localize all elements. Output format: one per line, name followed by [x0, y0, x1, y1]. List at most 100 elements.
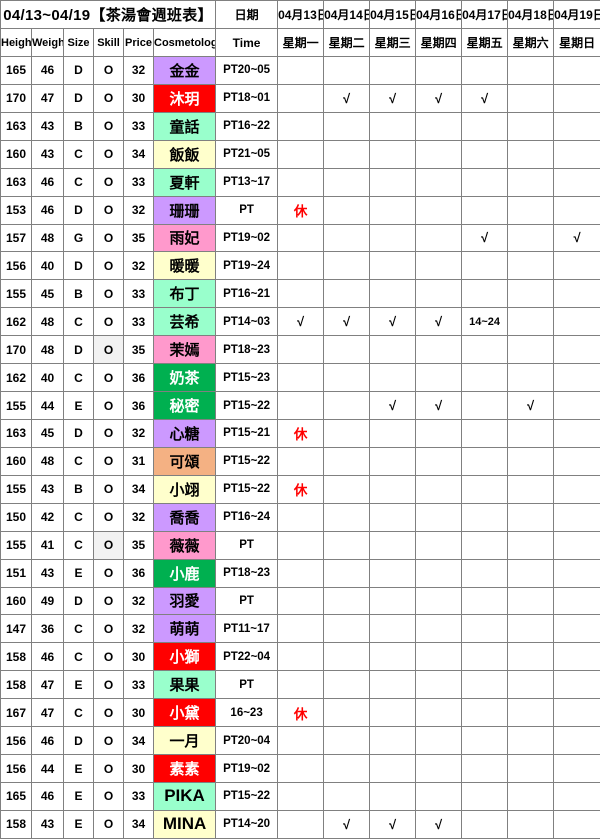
cell-price: 30 — [124, 699, 154, 727]
cell-day-1 — [278, 252, 324, 280]
cell-day-7 — [554, 140, 600, 168]
cell-height: 156 — [1, 727, 32, 755]
cell-day-3 — [370, 447, 416, 475]
cell-cosmetologist-name: 小黛 — [154, 699, 216, 727]
cell-day-5 — [462, 196, 508, 224]
cell-time: PT16~22 — [216, 112, 278, 140]
weekday-header-cell: 星期四 — [416, 29, 462, 57]
cell-skill: O — [94, 727, 124, 755]
cell-day-5 — [462, 168, 508, 196]
cell-day-2 — [324, 727, 370, 755]
cell-weight: 43 — [32, 559, 64, 587]
cell-cosmetologist-name: 心糖 — [154, 419, 216, 447]
cell-day-6 — [508, 447, 554, 475]
cell-weight: 43 — [32, 140, 64, 168]
cell-skill: O — [94, 57, 124, 85]
cell-day-6 — [508, 196, 554, 224]
cell-cosmetologist-name: 芸希 — [154, 308, 216, 336]
cell-cosmetologist-name: 素素 — [154, 755, 216, 783]
cell-weight: 43 — [32, 112, 64, 140]
cell-price: 36 — [124, 364, 154, 392]
cell-day-7 — [554, 336, 600, 364]
cell-day-5 — [462, 503, 508, 531]
cell-day-5 — [462, 112, 508, 140]
cell-day-2 — [324, 57, 370, 85]
cell-day-2 — [324, 475, 370, 503]
cell-time: PT21~05 — [216, 140, 278, 168]
cell-day-3: √ — [370, 810, 416, 838]
cell-day-7 — [554, 503, 600, 531]
cell-weight: 40 — [32, 252, 64, 280]
cell-day-6 — [508, 671, 554, 699]
cell-size: C — [64, 615, 94, 643]
cell-day-4 — [416, 615, 462, 643]
cell-day-4: √ — [416, 392, 462, 420]
cell-price: 32 — [124, 196, 154, 224]
cell-day-6 — [508, 140, 554, 168]
cell-day-4 — [416, 782, 462, 810]
cell-height: 170 — [1, 84, 32, 112]
cell-size: E — [64, 755, 94, 783]
cell-weight: 46 — [32, 57, 64, 85]
cell-height: 157 — [1, 224, 32, 252]
cell-skill: O — [94, 140, 124, 168]
cell-day-3 — [370, 336, 416, 364]
cell-day-5 — [462, 140, 508, 168]
cell-size: C — [64, 503, 94, 531]
cell-height: 163 — [1, 419, 32, 447]
cell-day-5 — [462, 699, 508, 727]
cell-day-4 — [416, 503, 462, 531]
cell-day-2 — [324, 112, 370, 140]
cell-day-5 — [462, 727, 508, 755]
cell-day-2 — [324, 615, 370, 643]
cell-price: 32 — [124, 419, 154, 447]
cell-height: 158 — [1, 643, 32, 671]
cell-day-1 — [278, 671, 324, 699]
cell-height: 160 — [1, 447, 32, 475]
cell-day-2 — [324, 643, 370, 671]
cell-time: PT — [216, 531, 278, 559]
cell-day-5 — [462, 531, 508, 559]
cell-day-7 — [554, 782, 600, 810]
cell-day-4 — [416, 364, 462, 392]
cell-day-4 — [416, 447, 462, 475]
cell-time: PT20~05 — [216, 57, 278, 85]
cell-day-4: √ — [416, 84, 462, 112]
cell-day-6 — [508, 503, 554, 531]
cell-skill: O — [94, 364, 124, 392]
cell-day-5: √ — [462, 84, 508, 112]
cell-day-7 — [554, 57, 600, 85]
cell-day-7 — [554, 308, 600, 336]
cell-day-4 — [416, 140, 462, 168]
cell-price: 35 — [124, 336, 154, 364]
cell-price: 33 — [124, 782, 154, 810]
cell-size: D — [64, 84, 94, 112]
date-label: 日期 — [216, 1, 278, 29]
cell-day-3 — [370, 531, 416, 559]
cell-skill: O — [94, 447, 124, 475]
cell-weight: 44 — [32, 392, 64, 420]
cell-day-3 — [370, 755, 416, 783]
cell-weight: 48 — [32, 224, 64, 252]
cell-time: PT14~20 — [216, 810, 278, 838]
cell-day-2 — [324, 782, 370, 810]
cell-day-1 — [278, 782, 324, 810]
cell-day-7 — [554, 671, 600, 699]
cell-day-1 — [278, 615, 324, 643]
cell-day-4 — [416, 196, 462, 224]
cell-day-1: 休 — [278, 419, 324, 447]
cell-day-2 — [324, 419, 370, 447]
cell-skill: O — [94, 531, 124, 559]
cell-day-5 — [462, 587, 508, 615]
cell-skill: O — [94, 168, 124, 196]
cell-price: 33 — [124, 168, 154, 196]
date-header-cell: 04月16日 — [416, 1, 462, 29]
cell-cosmetologist-name: 童話 — [154, 112, 216, 140]
cell-time: PT15~22 — [216, 447, 278, 475]
page-title: 04/13~04/19【茶湯會週班表】 — [1, 1, 216, 29]
